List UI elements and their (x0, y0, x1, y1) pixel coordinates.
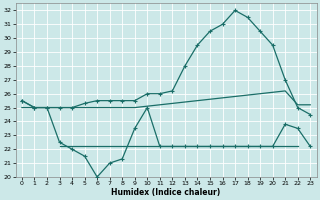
X-axis label: Humidex (Indice chaleur): Humidex (Indice chaleur) (111, 188, 221, 197)
